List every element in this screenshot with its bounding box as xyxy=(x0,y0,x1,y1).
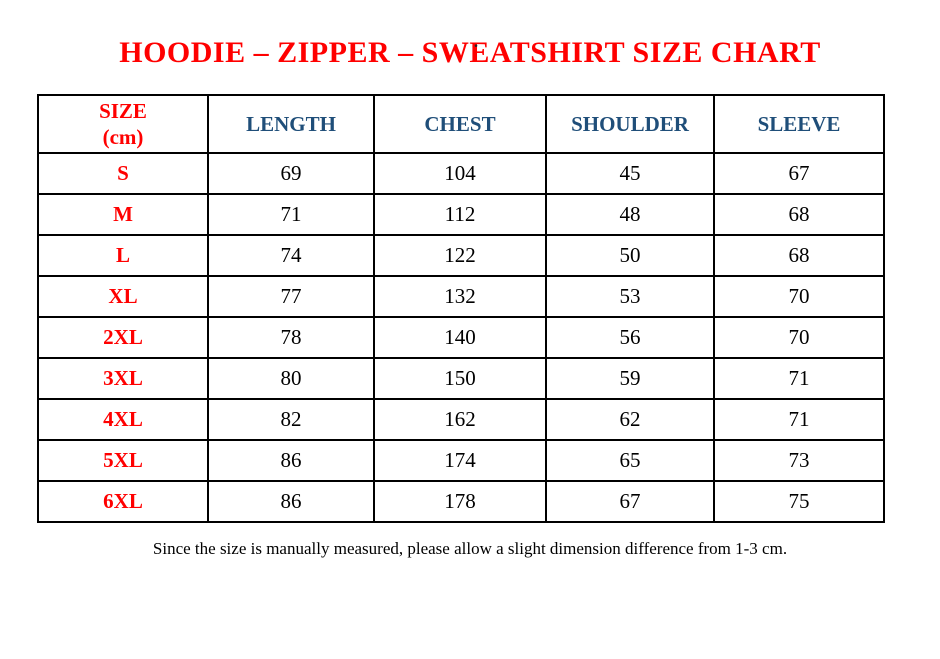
table-row: 4XL 82 162 62 71 xyxy=(37,398,885,441)
size-label-cell: 3XL xyxy=(37,357,209,400)
size-table-body: S 69 104 45 67 M 71 112 48 68 L 74 122 50 68 XL 77 132 53 7… xyxy=(37,152,885,523)
footer-note: Since the size is manually measured, ple… xyxy=(152,539,788,558)
size-label-cell: M xyxy=(37,193,209,236)
chest-value-cell: 174 xyxy=(373,439,547,482)
chest-value-cell: 122 xyxy=(373,234,547,277)
size-table-head: SIZE (cm) LENGTH CHEST SHOULDER SLEEVE xyxy=(37,94,885,154)
chest-value-cell: 112 xyxy=(373,193,547,236)
table-row: L 74 122 50 68 xyxy=(37,234,885,277)
size-header-cell: SIZE (cm) xyxy=(37,94,209,154)
chest-value-cell: 162 xyxy=(373,398,547,441)
length-value-cell: 69 xyxy=(207,152,375,195)
shoulder-value-cell: 65 xyxy=(545,439,715,482)
sleeve-header-cell: SLEEVE xyxy=(713,94,885,154)
shoulder-value-cell: 45 xyxy=(545,152,715,195)
sleeve-value-cell: 75 xyxy=(713,480,885,523)
table-header-row: SIZE (cm) LENGTH CHEST SHOULDER SLEEVE xyxy=(37,94,885,154)
table-row: XL 77 132 53 70 xyxy=(37,275,885,318)
size-label-cell: 5XL xyxy=(37,439,209,482)
sleeve-value-cell: 68 xyxy=(713,193,885,236)
shoulder-value-cell: 56 xyxy=(545,316,715,359)
sleeve-value-cell: 70 xyxy=(713,275,885,318)
length-header-cell: LENGTH xyxy=(207,94,375,154)
chest-value-cell: 132 xyxy=(373,275,547,318)
length-value-cell: 82 xyxy=(207,398,375,441)
sleeve-value-cell: 70 xyxy=(713,316,885,359)
sleeve-value-cell: 71 xyxy=(713,398,885,441)
stray-dot: . xyxy=(474,34,478,51)
shoulder-value-cell: 50 xyxy=(545,234,715,277)
size-label-cell: XL xyxy=(37,275,209,318)
shoulder-value-cell: 48 xyxy=(545,193,715,236)
chest-header-cell: CHEST xyxy=(373,94,547,154)
shoulder-value-cell: 62 xyxy=(545,398,715,441)
table-row: 2XL 78 140 56 70 xyxy=(37,316,885,359)
length-value-cell: 86 xyxy=(207,480,375,523)
length-value-cell: 74 xyxy=(207,234,375,277)
shoulder-value-cell: 67 xyxy=(545,480,715,523)
table-row: 5XL 86 174 65 73 xyxy=(37,439,885,482)
size-label-cell: 6XL xyxy=(37,480,209,523)
size-label-cell: S xyxy=(37,152,209,195)
length-value-cell: 71 xyxy=(207,193,375,236)
sleeve-value-cell: 68 xyxy=(713,234,885,277)
length-value-cell: 86 xyxy=(207,439,375,482)
length-value-cell: 78 xyxy=(207,316,375,359)
size-label-cell: L xyxy=(37,234,209,277)
chest-value-cell: 104 xyxy=(373,152,547,195)
shoulder-header-cell: SHOULDER xyxy=(545,94,715,154)
table-row: 3XL 80 150 59 71 xyxy=(37,357,885,400)
shoulder-value-cell: 53 xyxy=(545,275,715,318)
table-row: S 69 104 45 67 xyxy=(37,152,885,195)
size-label-cell: 2XL xyxy=(37,316,209,359)
length-value-cell: 77 xyxy=(207,275,375,318)
table-row: 6XL 86 178 67 75 xyxy=(37,480,885,523)
length-value-cell: 80 xyxy=(207,357,375,400)
sleeve-value-cell: 73 xyxy=(713,439,885,482)
size-label-cell: 4XL xyxy=(37,398,209,441)
size-chart-table: SIZE (cm) LENGTH CHEST SHOULDER SLEEVE S… xyxy=(37,94,885,523)
sleeve-value-cell: 67 xyxy=(713,152,885,195)
chest-value-cell: 178 xyxy=(373,480,547,523)
size-header-line1: SIZE xyxy=(99,98,147,123)
sleeve-value-cell: 71 xyxy=(713,357,885,400)
table-row: M 71 112 48 68 xyxy=(37,193,885,236)
chest-value-cell: 150 xyxy=(373,357,547,400)
page-title: HOODIE – ZIPPER – SWEATSHIRT SIZE CHART xyxy=(119,36,821,69)
shoulder-value-cell: 59 xyxy=(545,357,715,400)
chest-value-cell: 140 xyxy=(373,316,547,359)
size-header-line2: (cm) xyxy=(102,125,144,149)
